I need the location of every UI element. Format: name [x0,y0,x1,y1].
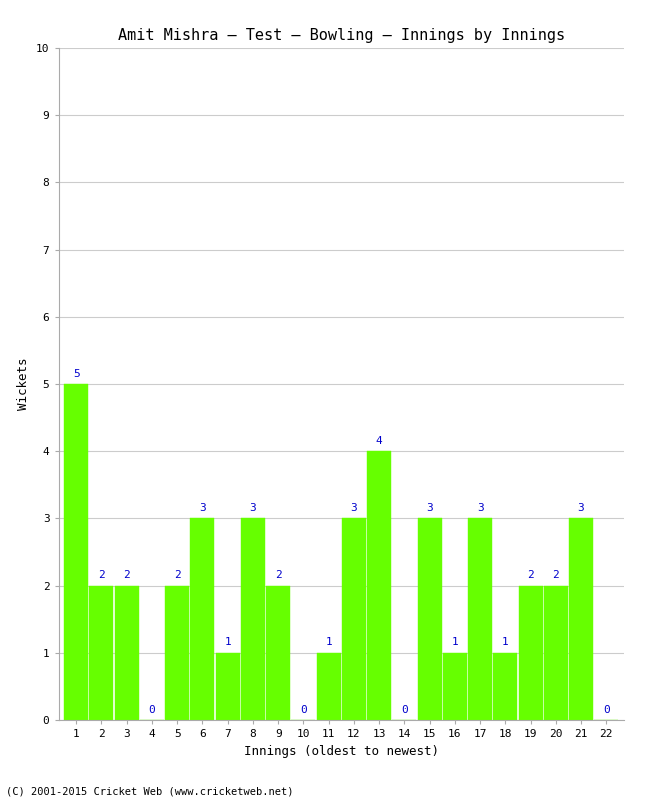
Bar [342,518,366,720]
Text: 2: 2 [552,570,559,580]
Text: 2: 2 [174,570,181,580]
Bar [64,384,88,720]
Text: 2: 2 [98,570,105,580]
Y-axis label: Wickets: Wickets [18,358,31,410]
Text: 0: 0 [300,705,307,714]
Bar [468,518,492,720]
Text: (C) 2001-2015 Cricket Web (www.cricketweb.net): (C) 2001-2015 Cricket Web (www.cricketwe… [6,786,294,796]
Text: 4: 4 [376,436,382,446]
Bar [493,653,517,720]
Text: 2: 2 [124,570,130,580]
Bar [367,451,391,720]
Text: 0: 0 [401,705,408,714]
Bar [317,653,341,720]
Text: 3: 3 [578,503,584,513]
Text: 3: 3 [350,503,358,513]
Title: Amit Mishra – Test – Bowling – Innings by Innings: Amit Mishra – Test – Bowling – Innings b… [118,28,565,42]
Bar [241,518,265,720]
Text: 0: 0 [149,705,155,714]
Text: 3: 3 [476,503,484,513]
Text: 1: 1 [325,638,332,647]
Text: 3: 3 [250,503,256,513]
Bar [165,586,189,720]
Text: 2: 2 [527,570,534,580]
Bar [519,586,543,720]
Text: 3: 3 [426,503,433,513]
Bar [114,586,138,720]
Bar [90,586,113,720]
Text: 3: 3 [199,503,206,513]
Bar [190,518,214,720]
Bar [216,653,240,720]
Bar [569,518,593,720]
Bar [443,653,467,720]
Text: 5: 5 [73,369,79,378]
Text: 0: 0 [603,705,610,714]
Bar [544,586,568,720]
Text: 2: 2 [275,570,281,580]
Text: 1: 1 [452,638,458,647]
Bar [266,586,290,720]
Text: 1: 1 [224,638,231,647]
Text: 1: 1 [502,638,509,647]
Bar [417,518,441,720]
X-axis label: Innings (oldest to newest): Innings (oldest to newest) [244,745,439,758]
